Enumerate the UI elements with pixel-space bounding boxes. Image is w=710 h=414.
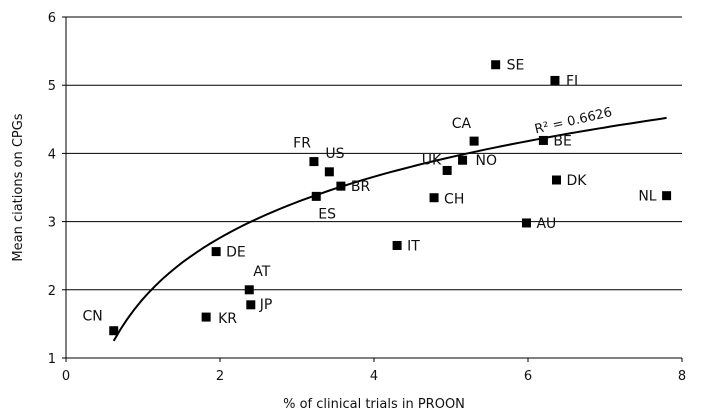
data-point-de — [211, 247, 221, 257]
point-label-br: BR — [351, 179, 371, 195]
point-label-ch: CH — [444, 192, 464, 208]
trendline — [112, 116, 667, 342]
data-point-it — [392, 240, 402, 250]
y-tick-label: 6 — [48, 11, 56, 26]
data-point-no — [458, 155, 468, 165]
data-point-at — [244, 285, 254, 295]
data-point-au — [521, 218, 531, 228]
point-label-es: ES — [318, 206, 336, 222]
y-tick-label: 2 — [48, 284, 56, 299]
point-label-se: SE — [507, 58, 525, 74]
axes — [62, 16, 683, 362]
x-axis-label: % of clinical trials in PROON — [283, 397, 465, 412]
x-tick-label: 0 — [62, 369, 70, 384]
data-point-kr — [201, 312, 211, 322]
y-axis-label: Mean ciations on CPGs — [11, 113, 26, 261]
point-label-us: US — [325, 146, 344, 162]
point-label-dk: DK — [566, 173, 587, 189]
point-label-jp: JP — [259, 297, 273, 313]
y-tick-label: 4 — [48, 147, 56, 162]
data-point-es — [311, 191, 321, 201]
data-point-uk — [442, 165, 452, 175]
point-label-no: NO — [476, 153, 498, 169]
data-point-br — [336, 181, 346, 191]
point-label-uk: UK — [422, 152, 442, 168]
data-point-us — [324, 167, 334, 177]
data-point-cn — [109, 326, 119, 336]
data-point-se — [491, 60, 501, 70]
data-point-fr — [309, 157, 319, 167]
point-label-de: DE — [226, 245, 246, 261]
y-tick-label: 3 — [48, 216, 56, 231]
y-tick-label: 1 — [48, 352, 56, 367]
data-point-ch — [429, 193, 439, 203]
data-point-ca — [469, 136, 479, 146]
x-tick-label: 4 — [370, 369, 378, 384]
data-point-jp — [246, 300, 256, 310]
point-label-kr: KR — [218, 311, 237, 327]
point-label-be: BE — [553, 133, 571, 149]
point-label-cn: CN — [82, 309, 102, 325]
data-points — [109, 60, 672, 336]
point-label-au: AU — [536, 216, 556, 232]
data-point-nl — [662, 191, 672, 201]
point-label-it: IT — [407, 238, 420, 254]
data-point-fi — [550, 75, 560, 85]
point-label-nl: NL — [638, 189, 656, 205]
point-labels: CN KR DE AT JP FR ES US BR IT CH UK NO CA SE AU BE FI DK NL — [82, 58, 656, 327]
data-point-be — [538, 135, 548, 145]
point-label-at: AT — [253, 264, 270, 280]
y-tick-label: 5 — [48, 79, 56, 94]
x-tick-label: 2 — [216, 369, 224, 384]
data-point-dk — [551, 175, 561, 185]
point-label-fr: FR — [293, 136, 311, 152]
tick-labels: 1 2 3 4 5 6 0 2 4 6 8 — [48, 11, 686, 384]
x-tick-label: 8 — [678, 369, 686, 384]
gridlines — [66, 16, 682, 291]
x-tick-label: 6 — [524, 369, 532, 384]
point-label-ca: CA — [452, 116, 472, 132]
point-label-fi: FI — [566, 73, 578, 89]
